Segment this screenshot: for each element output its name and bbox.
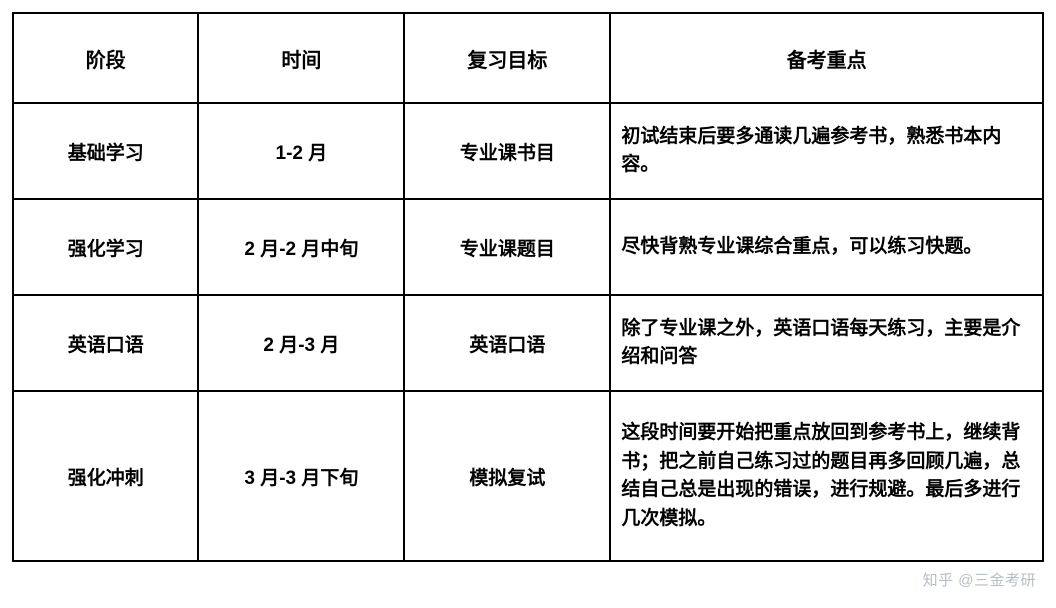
table-row: 强化学习 2 月-2 月中旬 专业课题目 尽快背熟专业课综合重点，可以练习快题。 [13, 199, 1043, 295]
header-stage: 阶段 [13, 13, 198, 103]
table-row: 英语口语 2 月-3 月 英语口语 除了专业课之外，英语口语每天练习，主要是介绍… [13, 295, 1043, 391]
header-focus: 备考重点 [610, 13, 1043, 103]
cell-stage: 强化冲刺 [13, 391, 198, 561]
cell-goal: 英语口语 [404, 295, 610, 391]
cell-goal: 模拟复试 [404, 391, 610, 561]
cell-time: 3 月-3 月下旬 [198, 391, 404, 561]
cell-stage: 强化学习 [13, 199, 198, 295]
cell-focus: 尽快背熟专业课综合重点，可以练习快题。 [610, 199, 1043, 295]
cell-goal: 专业课题目 [404, 199, 610, 295]
cell-goal: 专业课书目 [404, 103, 610, 199]
cell-time: 2 月-2 月中旬 [198, 199, 404, 295]
cell-time: 2 月-3 月 [198, 295, 404, 391]
watermark-text: 知乎 @三金考研 [923, 569, 1036, 590]
study-plan-table: 阶段 时间 复习目标 备考重点 基础学习 1-2 月 专业课书目 初试结束后要多… [12, 12, 1044, 562]
cell-stage: 英语口语 [13, 295, 198, 391]
cell-focus: 初试结束后要多通读几遍参考书，熟悉书本内容。 [610, 103, 1043, 199]
table-header-row: 阶段 时间 复习目标 备考重点 [13, 13, 1043, 103]
table-row: 强化冲刺 3 月-3 月下旬 模拟复试 这段时间要开始把重点放回到参考书上，继续… [13, 391, 1043, 561]
cell-focus: 除了专业课之外，英语口语每天练习，主要是介绍和问答 [610, 295, 1043, 391]
cell-focus: 这段时间要开始把重点放回到参考书上，继续背书；把之前自己练习过的题目再多回顾几遍… [610, 391, 1043, 561]
header-time: 时间 [198, 13, 404, 103]
table-row: 基础学习 1-2 月 专业课书目 初试结束后要多通读几遍参考书，熟悉书本内容。 [13, 103, 1043, 199]
header-goal: 复习目标 [404, 13, 610, 103]
cell-stage: 基础学习 [13, 103, 198, 199]
cell-time: 1-2 月 [198, 103, 404, 199]
